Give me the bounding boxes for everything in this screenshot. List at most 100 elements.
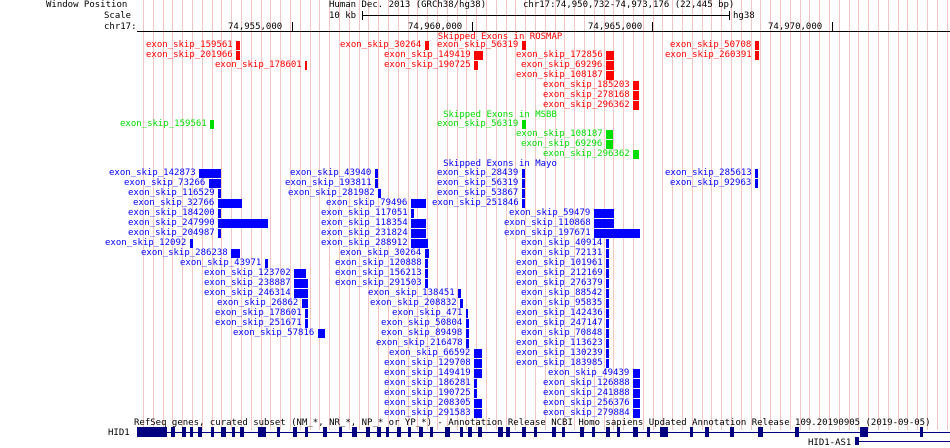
- mayo-feature-label[interactable]: exon_skip_197671: [504, 228, 591, 238]
- hid1-exon[interactable]: [730, 427, 734, 437]
- hid1-exon[interactable]: [430, 427, 433, 437]
- hid1-exon[interactable]: [182, 427, 186, 437]
- mayo-feature[interactable]: [411, 219, 426, 228]
- mayo-feature-label[interactable]: exon_skip_193811: [285, 178, 372, 188]
- mayo-feature[interactable]: [294, 279, 308, 288]
- rosmap-feature[interactable]: [606, 71, 614, 80]
- hid1-exon[interactable]: [240, 427, 244, 437]
- mayo-feature[interactable]: [305, 309, 308, 318]
- mayo-feature-label[interactable]: exon_skip_32766: [133, 198, 215, 208]
- rosmap-feature[interactable]: [474, 51, 483, 60]
- hid1-exon[interactable]: [277, 427, 280, 437]
- hid1-exon[interactable]: [198, 427, 202, 437]
- mayo-feature-label[interactable]: exon_skip_92963: [670, 178, 752, 188]
- mayo-feature[interactable]: [633, 369, 640, 378]
- hid1-exon[interactable]: [258, 427, 266, 437]
- mayo-feature-label[interactable]: exon_skip_53867: [437, 188, 519, 198]
- mayo-feature-label[interactable]: exon_skip_291503: [335, 278, 422, 288]
- mayo-feature-label[interactable]: exon_skip_43971: [180, 258, 262, 268]
- rosmap-feature[interactable]: [633, 101, 639, 110]
- hid1-exon[interactable]: [468, 427, 472, 437]
- rosmap-feature[interactable]: [236, 51, 240, 60]
- mayo-feature[interactable]: [633, 399, 640, 408]
- mayo-feature[interactable]: [606, 339, 609, 348]
- hid1-exon[interactable]: [190, 427, 193, 437]
- msbb-feature[interactable]: [633, 150, 639, 159]
- mayo-feature[interactable]: [474, 359, 482, 368]
- hid1-exon[interactable]: [377, 427, 381, 437]
- mayo-feature[interactable]: [474, 399, 482, 408]
- mayo-feature[interactable]: [375, 179, 378, 188]
- hid1-exon[interactable]: [419, 427, 423, 437]
- mayo-feature-label[interactable]: exon_skip_156213: [335, 268, 422, 278]
- mayo-feature[interactable]: [606, 259, 609, 268]
- mayo-feature[interactable]: [522, 179, 525, 188]
- hid1-exon[interactable]: [860, 427, 868, 437]
- mayo-feature[interactable]: [633, 389, 640, 398]
- mayo-feature-label[interactable]: exon_skip_73266: [124, 178, 206, 188]
- mayo-feature[interactable]: [458, 289, 461, 298]
- mayo-feature-label[interactable]: exon_skip_212169: [516, 268, 603, 278]
- mayo-feature-label[interactable]: exon_skip_238887: [204, 278, 291, 288]
- mayo-feature-label[interactable]: exon_skip_40914: [521, 238, 603, 248]
- mayo-feature[interactable]: [425, 279, 428, 288]
- hid1-exon[interactable]: [171, 427, 175, 437]
- mayo-feature[interactable]: [606, 289, 609, 298]
- rosmap-feature[interactable]: [522, 41, 526, 50]
- hid1-exon[interactable]: [478, 427, 482, 437]
- mayo-feature[interactable]: [466, 329, 469, 338]
- rosmap-feature-label[interactable]: exon_skip_56319: [437, 40, 519, 50]
- mayo-feature[interactable]: [606, 349, 609, 358]
- hid1-exon[interactable]: [758, 427, 763, 437]
- hid1-exon[interactable]: [293, 427, 297, 437]
- mayo-feature[interactable]: [231, 249, 240, 258]
- rosmap-feature-label[interactable]: exon_skip_159561: [146, 40, 233, 50]
- mayo-feature[interactable]: [411, 229, 426, 238]
- rosmap-feature[interactable]: [755, 51, 759, 60]
- mayo-feature-label[interactable]: exon_skip_190725: [384, 388, 471, 398]
- hid1-exon[interactable]: [522, 427, 526, 437]
- mayo-feature[interactable]: [474, 379, 477, 388]
- hid1-exon[interactable]: [305, 427, 308, 437]
- rosmap-feature-label[interactable]: exon_skip_260391: [665, 50, 752, 60]
- hid1-exon[interactable]: [397, 427, 401, 437]
- mayo-feature[interactable]: [606, 359, 609, 368]
- rosmap-feature-label[interactable]: exon_skip_185203: [543, 80, 630, 90]
- mayo-feature[interactable]: [594, 219, 614, 228]
- mayo-feature-label[interactable]: exon_skip_247147: [516, 318, 603, 328]
- mayo-feature-label[interactable]: exon_skip_50804: [381, 318, 463, 328]
- mayo-feature-label[interactable]: exon_skip_79496: [326, 198, 408, 208]
- hid1-as1-gene-label[interactable]: HID1-AS1: [808, 438, 852, 448]
- mayo-feature-label[interactable]: exon_skip_251846: [432, 198, 519, 208]
- rosmap-feature[interactable]: [633, 81, 639, 90]
- mayo-feature-label[interactable]: exon_skip_183985: [516, 358, 603, 368]
- hid1-as1-gene-line[interactable]: [859, 441, 950, 442]
- hid1-exon[interactable]: [445, 427, 450, 437]
- mayo-feature-label[interactable]: exon_skip_49439: [548, 368, 630, 378]
- mayo-feature-label[interactable]: exon_skip_142436: [516, 308, 603, 318]
- mayo-feature[interactable]: [218, 219, 268, 228]
- mayo-feature[interactable]: [302, 299, 308, 308]
- mayo-feature[interactable]: [318, 329, 325, 338]
- mayo-track-title[interactable]: Skipped Exons in Mayo: [443, 159, 557, 169]
- rosmap-feature-label[interactable]: exon_skip_30264: [340, 40, 422, 50]
- rosmap-feature-label[interactable]: exon_skip_172856: [516, 50, 603, 60]
- mayo-feature-label[interactable]: exon_skip_130239: [516, 348, 603, 358]
- mayo-feature-label[interactable]: exon_skip_26862: [217, 298, 299, 308]
- hid1-exon[interactable]: [660, 427, 668, 437]
- rosmap-feature[interactable]: [606, 61, 614, 70]
- mayo-feature[interactable]: [305, 319, 308, 328]
- rosmap-feature-label[interactable]: exon_skip_69296: [521, 60, 603, 70]
- hid1-exon[interactable]: [647, 427, 650, 437]
- mayo-feature[interactable]: [294, 289, 308, 298]
- rosmap-feature-label[interactable]: exon_skip_296362: [543, 100, 630, 110]
- mayo-feature[interactable]: [460, 299, 463, 308]
- mayo-feature-label[interactable]: exon_skip_178601: [215, 308, 302, 318]
- mayo-feature-label[interactable]: exon_skip_113623: [516, 338, 603, 348]
- mayo-feature[interactable]: [606, 249, 609, 258]
- hid1-exon[interactable]: [460, 427, 463, 437]
- mayo-feature-label[interactable]: exon_skip_186281: [384, 378, 471, 388]
- mayo-feature-label[interactable]: exon_skip_138451: [368, 288, 455, 298]
- mayo-feature[interactable]: [594, 209, 614, 218]
- msbb-feature-label[interactable]: exon_skip_159561: [120, 119, 207, 129]
